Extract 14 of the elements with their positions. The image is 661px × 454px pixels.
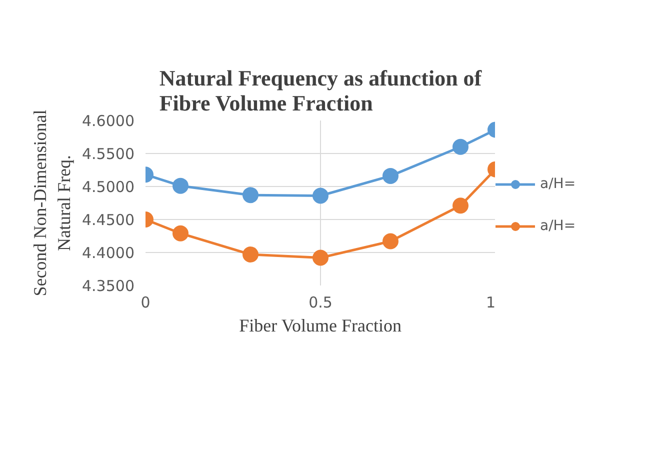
legend-label: a/H=: [540, 218, 576, 234]
x-axis-title: Fiber Volume Fraction: [239, 316, 402, 336]
y-axis-title: Second Non-Dimensional Natural Freq.: [30, 110, 74, 296]
x-tick-label: 0: [140, 294, 150, 312]
chart-title: Natural Frequency as afunction of Fibre Volume Fraction: [159, 66, 482, 116]
legend-label: a/H=: [540, 176, 576, 192]
y-tick-label: 4.4000: [82, 244, 135, 262]
y-tick-label: 4.3500: [82, 277, 135, 295]
x-tick-label: 0.5: [308, 294, 332, 312]
y-tick-label: 4.5000: [82, 178, 135, 196]
x-tick-label: 1: [486, 294, 496, 312]
y-tick-label: 4.4500: [82, 211, 135, 229]
y-tick-label: 4.5500: [82, 145, 135, 163]
y-tick-label: 4.6000: [82, 112, 135, 130]
